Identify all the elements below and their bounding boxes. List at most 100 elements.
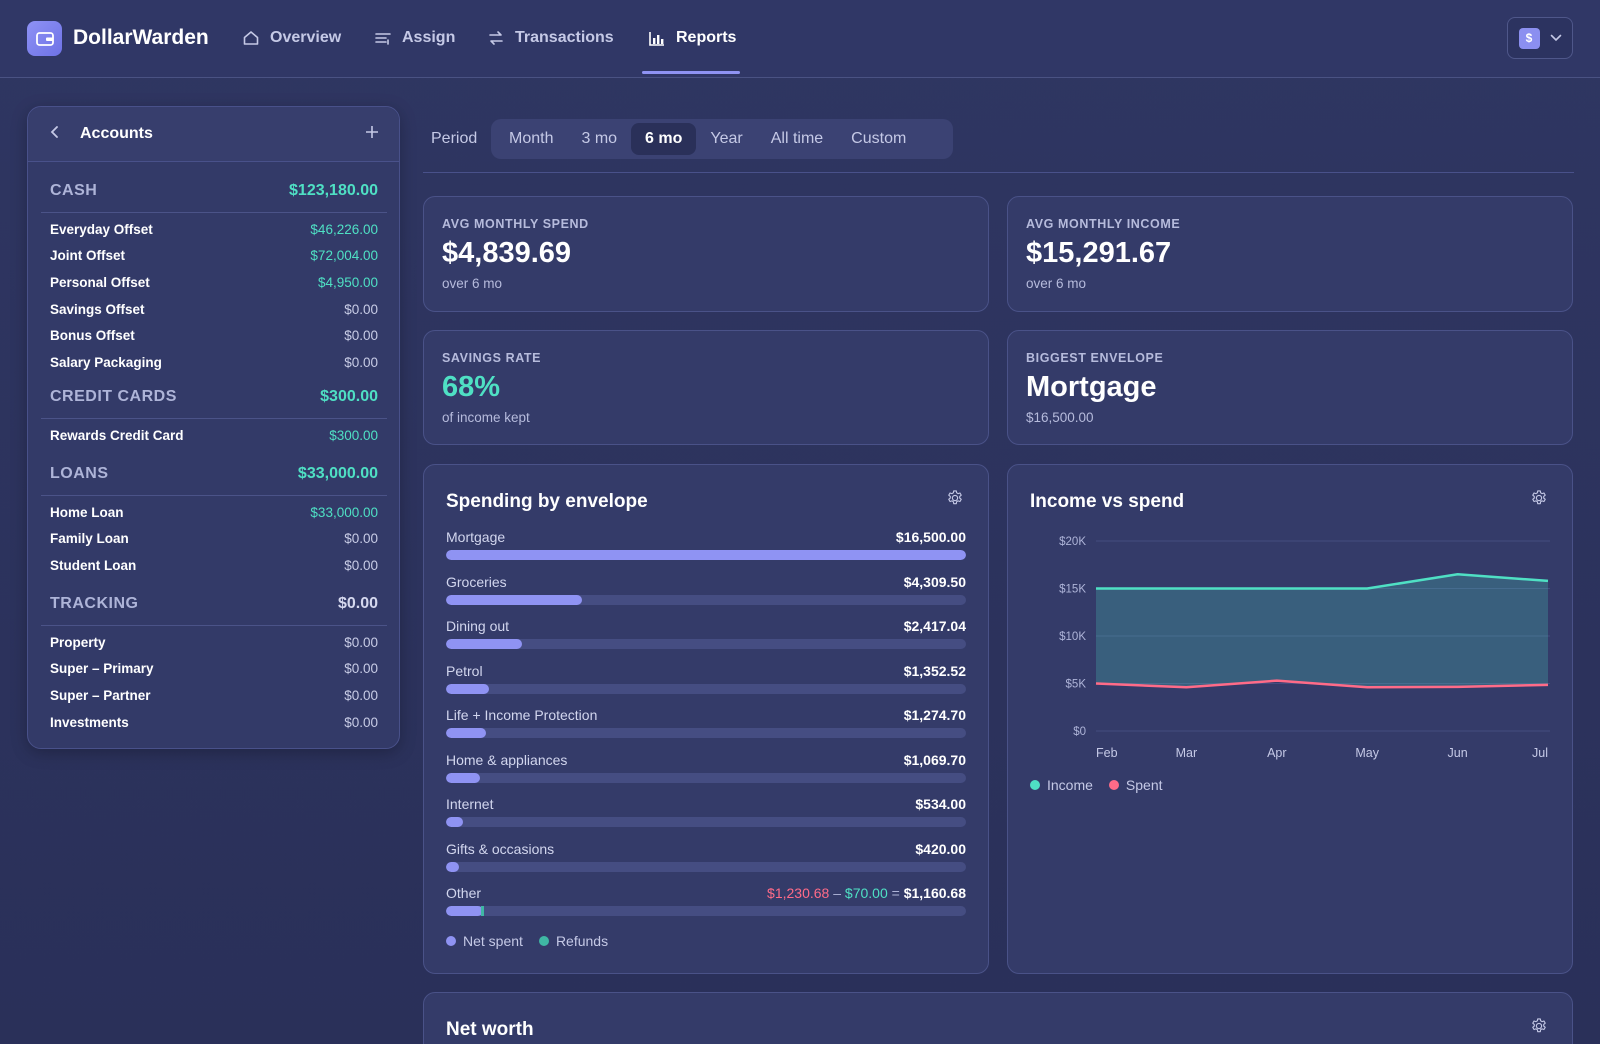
y-tick-label: $20K [1059, 536, 1086, 548]
period-selector: Month 3 mo 6 mo Year All time Custom [491, 119, 953, 159]
bar-net-spent [446, 861, 460, 872]
bar-track [446, 550, 966, 560]
period-label: Period [431, 130, 478, 147]
nav-transactions[interactable]: Transactions [487, 26, 614, 50]
bar-track [446, 772, 966, 783]
period-option-month[interactable]: Month [509, 130, 554, 147]
envelope-bar-row[interactable]: Dining out $2,417.04 [446, 618, 966, 658]
account-balance: $72,004.00 [310, 248, 378, 264]
group-header[interactable]: CASH $123,180.00 [41, 169, 387, 213]
period-option-year[interactable]: Year [710, 130, 743, 147]
nav-overview[interactable]: Overview [242, 26, 341, 50]
account-row[interactable]: Investments $0.00 [41, 709, 387, 736]
group-header[interactable]: LOANS $33,000.00 [41, 452, 387, 496]
top-navbar: DollarWarden Overview Assign Transaction… [0, 0, 1600, 78]
x-tick-label: Jul [1532, 746, 1548, 760]
period-option-3mo[interactable]: 3 mo [581, 130, 618, 147]
account-name: Student Loan [50, 557, 137, 573]
stat-value: 68% [442, 371, 501, 403]
envelope-bar-row[interactable]: Home & appliances $1,069.70 [446, 752, 966, 792]
group-total: $300.00 [320, 387, 378, 405]
nav-assign[interactable]: Assign [374, 26, 455, 50]
chevron-left-icon[interactable] [50, 123, 60, 144]
account-name: Property [50, 634, 106, 650]
account-balance: $0.00 [344, 687, 378, 703]
income-vs-spend-panel: Income vs spend $0 $5K $10K $15K $20K Feb Mar A… [1007, 464, 1573, 974]
brand-name[interactable]: DollarWarden [73, 26, 209, 49]
account-row[interactable]: Joint Offset $72,004.00 [41, 243, 387, 270]
envelope-bar-row[interactable]: Gifts & occasions $420.00 [446, 841, 966, 881]
stat-value: Mortgage [1026, 371, 1157, 403]
settings-gear-icon[interactable] [1530, 1017, 1548, 1035]
bar-refund [480, 906, 484, 916]
account-row[interactable]: Salary Packaging $0.00 [41, 349, 387, 376]
envelope-value: $16,500.00 [895, 529, 966, 545]
account-row[interactable]: Home Loan $33,000.00 [41, 499, 387, 526]
account-row[interactable]: Savings Offset $0.00 [41, 296, 387, 323]
envelope-bar-row[interactable]: Groceries $4,309.50 [446, 574, 966, 614]
account-name: Personal Offset [50, 274, 150, 290]
account-name: Savings Offset [50, 301, 145, 317]
account-row[interactable]: Bonus Offset $0.00 [41, 322, 387, 349]
wallet-logo-icon[interactable] [27, 21, 62, 56]
spent-area [1096, 681, 1548, 731]
stat-card-avg-spend: AVG MONTHLY SPEND $4,839.69 over 6 mo [423, 196, 989, 312]
envelope-bar-row[interactable]: Petrol $1,352.52 [446, 663, 966, 703]
legend-label: Income [1047, 777, 1093, 793]
net-worth-panel: Net worth [423, 992, 1573, 1044]
account-row[interactable]: Family Loan $0.00 [41, 526, 387, 553]
period-option-all-time[interactable]: All time [770, 130, 824, 147]
account-group-tracking: TRACKING $0.00 Property $0.00 Super – Pri… [41, 582, 387, 735]
user-menu-button[interactable]: $ [1507, 17, 1573, 59]
group-header[interactable]: CREDIT CARDS $300.00 [41, 375, 387, 419]
nav-overview-label: Overview [270, 29, 342, 46]
legend-label: Spent [1125, 777, 1163, 793]
spending-legend: Net spent Refunds [446, 933, 608, 949]
stat-label: AVG MONTHLY SPEND [442, 217, 589, 231]
legend-label: Refunds [555, 933, 609, 949]
account-name: Bonus Offset [50, 328, 135, 344]
settings-gear-icon[interactable] [946, 489, 964, 507]
envelope-bar-row[interactable]: Life + Income Protection $1,274.70 [446, 707, 966, 747]
account-row[interactable]: Super – Primary $0.00 [41, 656, 387, 683]
account-row[interactable]: Super – Partner $0.00 [41, 682, 387, 709]
envelope-value: $534.00 [915, 796, 966, 812]
legend-income: Income [1030, 777, 1093, 793]
y-tick-label: $5K [1066, 679, 1087, 691]
account-name: Joint Offset [50, 248, 126, 264]
envelope-name: Life + Income Protection [446, 707, 598, 723]
group-header[interactable]: TRACKING $0.00 [41, 582, 387, 626]
nav-assign-label: Assign [402, 29, 456, 46]
account-name: Home Loan [50, 504, 124, 520]
envelope-bar-row[interactable]: Internet $534.00 [446, 796, 966, 836]
sidebar-title: Accounts [80, 125, 153, 142]
account-row[interactable]: Personal Offset $4,950.00 [41, 269, 387, 296]
settings-gear-icon[interactable] [1530, 489, 1548, 507]
account-balance: $0.00 [344, 714, 378, 730]
account-balance: $0.00 [344, 301, 378, 317]
envelope-bar-row[interactable]: Mortgage $16,500.00 [446, 529, 966, 569]
other-net: $1,160.68 [903, 885, 966, 901]
account-name: Rewards Credit Card [50, 427, 184, 443]
account-row[interactable]: Student Loan $0.00 [41, 552, 387, 579]
sidebar-header: Accounts [28, 107, 399, 162]
account-row[interactable]: Property $0.00 [41, 629, 387, 656]
nav-reports[interactable]: Reports [648, 26, 736, 50]
account-name: Family Loan [50, 531, 129, 547]
envelope-name: Groceries [446, 573, 507, 590]
group-name: CASH [50, 181, 98, 199]
account-row[interactable]: Everyday Offset $46,226.00 [41, 216, 387, 243]
envelope-bar-row[interactable]: Other $1,230.68 – $70.00 = $1,160.68 [446, 885, 966, 925]
account-row[interactable]: Rewards Credit Card $300.00 [41, 422, 387, 449]
add-account-icon[interactable] [365, 119, 379, 145]
chevron-down-icon [1550, 29, 1562, 47]
stat-card-avg-income: AVG MONTHLY INCOME $15,291.67 over 6 mo [1007, 196, 1573, 312]
period-option-6mo[interactable]: 6 mo [631, 123, 697, 155]
envelope-name: Home & appliances [446, 751, 568, 768]
envelope-value: $420.00 [915, 840, 966, 857]
bar-chart-icon [648, 29, 666, 47]
income-line [1096, 572, 1549, 590]
bar-track [446, 639, 966, 649]
period-option-custom[interactable]: Custom [851, 130, 907, 147]
account-name: Super – Partner [50, 687, 151, 703]
